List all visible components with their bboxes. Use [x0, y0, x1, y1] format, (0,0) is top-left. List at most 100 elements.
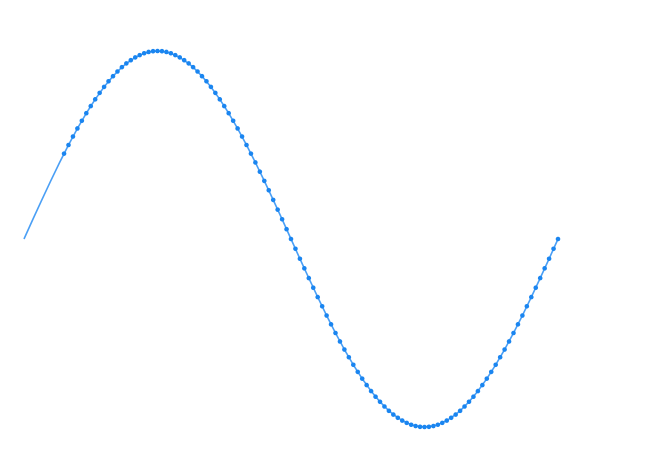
point [164, 49, 169, 55]
point [431, 423, 436, 429]
point [288, 236, 294, 242]
point [146, 49, 151, 55]
point [97, 90, 102, 96]
point [524, 304, 530, 309]
point [159, 48, 165, 54]
point [115, 69, 120, 74]
point [484, 376, 490, 381]
point [511, 330, 516, 336]
point [173, 52, 178, 58]
point [284, 226, 289, 232]
point [230, 118, 236, 124]
point [342, 347, 347, 352]
point [537, 275, 543, 281]
point [92, 97, 98, 102]
point [502, 347, 507, 352]
point [106, 78, 111, 84]
point [177, 55, 183, 60]
point [417, 424, 423, 430]
point [386, 408, 392, 414]
point [248, 151, 254, 156]
point [440, 420, 445, 426]
point [506, 339, 512, 344]
point [382, 404, 387, 409]
point [462, 404, 467, 409]
point [319, 304, 325, 309]
point [213, 90, 218, 96]
point [199, 73, 205, 79]
point [221, 103, 227, 109]
point [346, 354, 352, 360]
point [533, 285, 539, 290]
point [61, 151, 67, 156]
point [448, 415, 454, 421]
point [413, 423, 418, 429]
point [546, 256, 552, 262]
point [257, 169, 263, 174]
point [453, 412, 458, 417]
point [497, 354, 503, 360]
point [275, 207, 280, 212]
point [128, 57, 134, 63]
point [302, 266, 307, 271]
point [132, 55, 138, 60]
point [279, 216, 285, 222]
point [355, 369, 361, 375]
point [555, 236, 561, 242]
point [488, 369, 494, 375]
point [88, 103, 94, 109]
point [399, 418, 405, 423]
point [480, 382, 485, 388]
point [253, 160, 258, 165]
point [84, 110, 89, 116]
point [333, 330, 338, 336]
point [444, 418, 450, 423]
point [239, 134, 245, 139]
point [515, 322, 521, 327]
point [119, 64, 125, 70]
point [310, 285, 316, 290]
point [168, 50, 174, 56]
point [395, 415, 401, 421]
point [155, 48, 160, 54]
point [377, 399, 383, 405]
point [195, 69, 200, 74]
point [293, 246, 298, 252]
point [270, 197, 276, 203]
point [137, 52, 142, 58]
point [520, 313, 525, 318]
point [181, 57, 187, 63]
point [190, 64, 196, 70]
point [351, 362, 356, 368]
point [66, 142, 71, 148]
point [457, 408, 463, 414]
point [551, 246, 556, 252]
point [466, 399, 472, 405]
point [391, 412, 396, 417]
point [204, 78, 209, 84]
point [124, 61, 129, 66]
point [337, 339, 343, 344]
point [315, 294, 321, 300]
point [422, 424, 427, 430]
point [297, 256, 303, 262]
point [75, 126, 80, 131]
point [426, 424, 432, 430]
point [359, 376, 365, 381]
point [262, 178, 267, 184]
point [244, 142, 249, 148]
point [493, 362, 499, 368]
point [529, 294, 534, 300]
point [328, 322, 334, 327]
point [373, 394, 378, 400]
point [324, 313, 329, 318]
point [110, 73, 116, 79]
point [404, 420, 410, 426]
point [306, 275, 312, 281]
point [150, 48, 156, 54]
point [208, 84, 214, 90]
point [235, 126, 240, 131]
point [542, 266, 547, 271]
